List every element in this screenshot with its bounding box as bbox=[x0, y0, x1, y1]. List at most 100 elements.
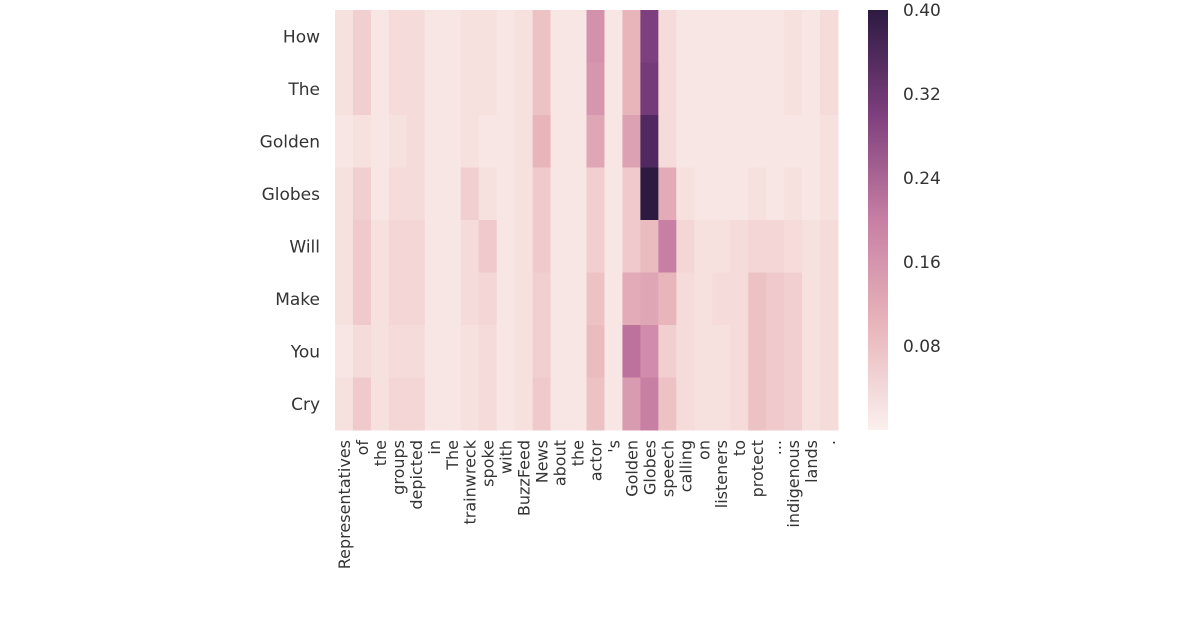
column-label: groups bbox=[389, 440, 408, 495]
heatmap-cell bbox=[496, 325, 516, 378]
heatmap-cell bbox=[640, 220, 659, 273]
heatmap-cell bbox=[568, 325, 587, 378]
column-label: 's bbox=[604, 440, 623, 453]
heatmap-cell bbox=[766, 272, 785, 326]
heatmap-cell bbox=[802, 62, 821, 116]
heatmap-cell bbox=[532, 115, 552, 168]
heatmap-cell bbox=[406, 220, 426, 273]
row-label: You bbox=[290, 342, 320, 362]
column-label: in bbox=[425, 440, 444, 455]
heatmap-cell bbox=[694, 62, 713, 116]
heatmap-cell bbox=[424, 325, 444, 378]
heatmap-cell bbox=[730, 220, 749, 273]
heatmap-cell bbox=[820, 325, 839, 378]
heatmap-cell bbox=[730, 272, 749, 326]
row-label: Golden bbox=[260, 132, 320, 152]
heatmap-cell bbox=[676, 377, 695, 431]
heatmap-cell bbox=[604, 62, 623, 116]
heatmap-cell bbox=[730, 167, 749, 221]
heatmap-cell bbox=[550, 377, 570, 431]
heatmap-cell bbox=[748, 167, 767, 221]
heatmap-cell bbox=[766, 377, 785, 431]
heatmap-cell bbox=[676, 167, 695, 221]
heatmap-cell bbox=[442, 62, 462, 116]
heatmap-cell bbox=[748, 377, 767, 431]
heatmap-cell bbox=[604, 115, 623, 168]
colorbar-ticks: 0.40 0.32 0.24 0.16 0.08 bbox=[903, 1, 941, 357]
heatmap-cell bbox=[748, 272, 767, 326]
heatmap-cell bbox=[712, 325, 731, 378]
heatmap-cell bbox=[694, 220, 713, 273]
heatmap-cell bbox=[766, 62, 785, 116]
heatmap-cell bbox=[406, 325, 426, 378]
heatmap-cell bbox=[335, 272, 354, 326]
heatmap-cell bbox=[604, 167, 623, 221]
heatmap-cell bbox=[568, 377, 587, 431]
heatmap-cell bbox=[784, 272, 803, 326]
heatmap-cell bbox=[766, 115, 785, 168]
heatmap-cell bbox=[766, 10, 785, 63]
heatmap-cell bbox=[712, 167, 731, 221]
heatmap-cell bbox=[442, 377, 462, 431]
heatmap-cell bbox=[335, 220, 354, 273]
heatmap-cell bbox=[370, 272, 390, 326]
column-label: protect bbox=[748, 440, 767, 497]
heatmap-cell bbox=[586, 167, 605, 221]
colorbar-tick-label: 0.16 bbox=[903, 253, 941, 273]
heatmap-cell bbox=[406, 10, 426, 63]
heatmap-cell bbox=[424, 167, 444, 221]
heatmap-cell bbox=[820, 167, 839, 221]
heatmap-cell bbox=[460, 325, 480, 378]
column-label: lands bbox=[802, 440, 821, 483]
heatmap-cell bbox=[388, 115, 408, 168]
heatmap-cell bbox=[514, 115, 534, 168]
column-label: the bbox=[569, 440, 588, 466]
heatmap-cell bbox=[388, 272, 408, 326]
column-label: Globes bbox=[640, 440, 659, 495]
heatmap-cell bbox=[532, 62, 552, 116]
heatmap-cell bbox=[424, 220, 444, 273]
heatmap-cell bbox=[514, 325, 534, 378]
column-labels: RepresentativesofthegroupsdepictedinThet… bbox=[335, 439, 839, 569]
heatmap-cell bbox=[784, 115, 803, 168]
heatmap-cell bbox=[658, 272, 677, 326]
heatmap-cell bbox=[370, 10, 390, 63]
heatmap-cell bbox=[766, 220, 785, 273]
heatmap-cell bbox=[586, 62, 605, 116]
heatmap-cell bbox=[388, 62, 408, 116]
heatmap-cell bbox=[370, 115, 390, 168]
heatmap-cell bbox=[550, 167, 570, 221]
heatmap-cell bbox=[442, 115, 462, 168]
column-label: BuzzFeed bbox=[515, 440, 534, 516]
heatmap-cell bbox=[568, 115, 587, 168]
heatmap-cell bbox=[622, 167, 641, 221]
heatmap-cell bbox=[550, 325, 570, 378]
row-labels: How The Golden Globes Will Make You Cry bbox=[260, 27, 320, 415]
heatmap-cell bbox=[460, 272, 480, 326]
row-label: How bbox=[283, 27, 320, 47]
heatmap-cell bbox=[676, 62, 695, 116]
colorbar-tick-label: 0.40 bbox=[903, 1, 941, 21]
heatmap-cell bbox=[514, 62, 534, 116]
heatmap-cell bbox=[568, 272, 587, 326]
heatmap-cell bbox=[640, 115, 659, 168]
heatmap-cell bbox=[460, 115, 480, 168]
heatmap-cell bbox=[820, 115, 839, 168]
heatmap-cell bbox=[424, 377, 444, 431]
column-label: listeners bbox=[712, 440, 731, 508]
heatmap-cell bbox=[514, 220, 534, 273]
heatmap-cell bbox=[802, 115, 821, 168]
heatmap-cell bbox=[532, 167, 552, 221]
heatmap-cell bbox=[802, 10, 821, 63]
heatmap-cell bbox=[352, 167, 372, 221]
heatmap-cell bbox=[784, 10, 803, 63]
heatmap-cell bbox=[460, 220, 480, 273]
heatmap-cell bbox=[730, 325, 749, 378]
heatmap-cell bbox=[496, 115, 516, 168]
heatmap-cell bbox=[820, 377, 839, 431]
heatmap-cell bbox=[676, 115, 695, 168]
heatmap-cell bbox=[568, 220, 587, 273]
heatmap-cell bbox=[388, 325, 408, 378]
column-label: indigenous bbox=[784, 440, 803, 528]
